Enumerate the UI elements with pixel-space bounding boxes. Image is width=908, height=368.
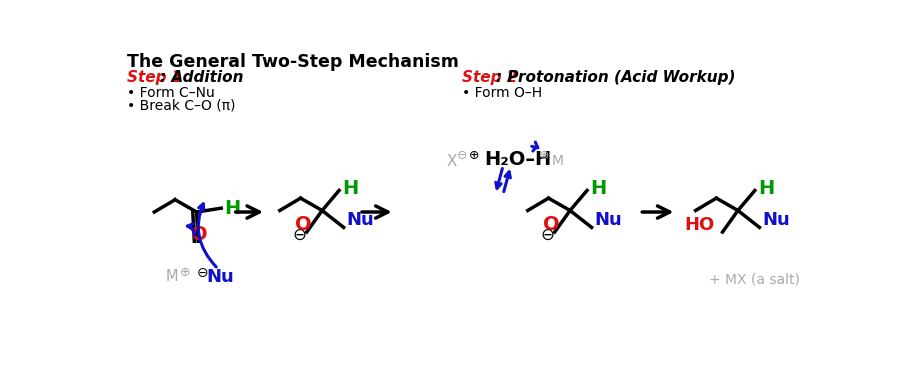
Text: H: H — [224, 199, 241, 217]
Text: ⊖: ⊖ — [540, 226, 554, 244]
Text: + MX (a salt): + MX (a salt) — [708, 272, 800, 286]
Text: O: O — [295, 215, 312, 234]
Text: : Addition: : Addition — [161, 70, 244, 85]
Text: H: H — [342, 180, 359, 198]
Text: Nu: Nu — [347, 211, 374, 229]
Text: O: O — [543, 215, 560, 234]
Text: H: H — [590, 180, 607, 198]
Text: ⊖: ⊖ — [197, 266, 208, 280]
Text: HO: HO — [685, 216, 715, 234]
Text: O: O — [191, 225, 207, 244]
Text: ⊕: ⊕ — [180, 266, 190, 279]
Text: H: H — [758, 180, 775, 198]
Text: Nu: Nu — [207, 268, 234, 286]
Text: ⊖: ⊖ — [292, 226, 306, 244]
Text: Step 1: Step 1 — [126, 70, 182, 85]
Text: M: M — [551, 154, 564, 168]
Text: • Form O–H: • Form O–H — [462, 86, 542, 100]
Text: Nu: Nu — [763, 211, 790, 229]
Text: H₂O–H: H₂O–H — [484, 150, 551, 169]
Text: X: X — [446, 154, 457, 169]
Text: ⊕: ⊕ — [469, 149, 479, 162]
Text: : Protonation (Acid Workup): : Protonation (Acid Workup) — [496, 70, 735, 85]
Text: The General Two-Step Mechanism: The General Two-Step Mechanism — [126, 53, 459, 71]
Text: ⊕: ⊕ — [538, 149, 549, 162]
Text: Nu: Nu — [595, 211, 623, 229]
Text: • Form C–Nu: • Form C–Nu — [126, 86, 214, 100]
Text: Step 2: Step 2 — [462, 70, 518, 85]
Text: • Break C–O (π): • Break C–O (π) — [126, 98, 235, 112]
Text: ⊖: ⊖ — [457, 149, 468, 162]
Text: M: M — [166, 269, 178, 284]
